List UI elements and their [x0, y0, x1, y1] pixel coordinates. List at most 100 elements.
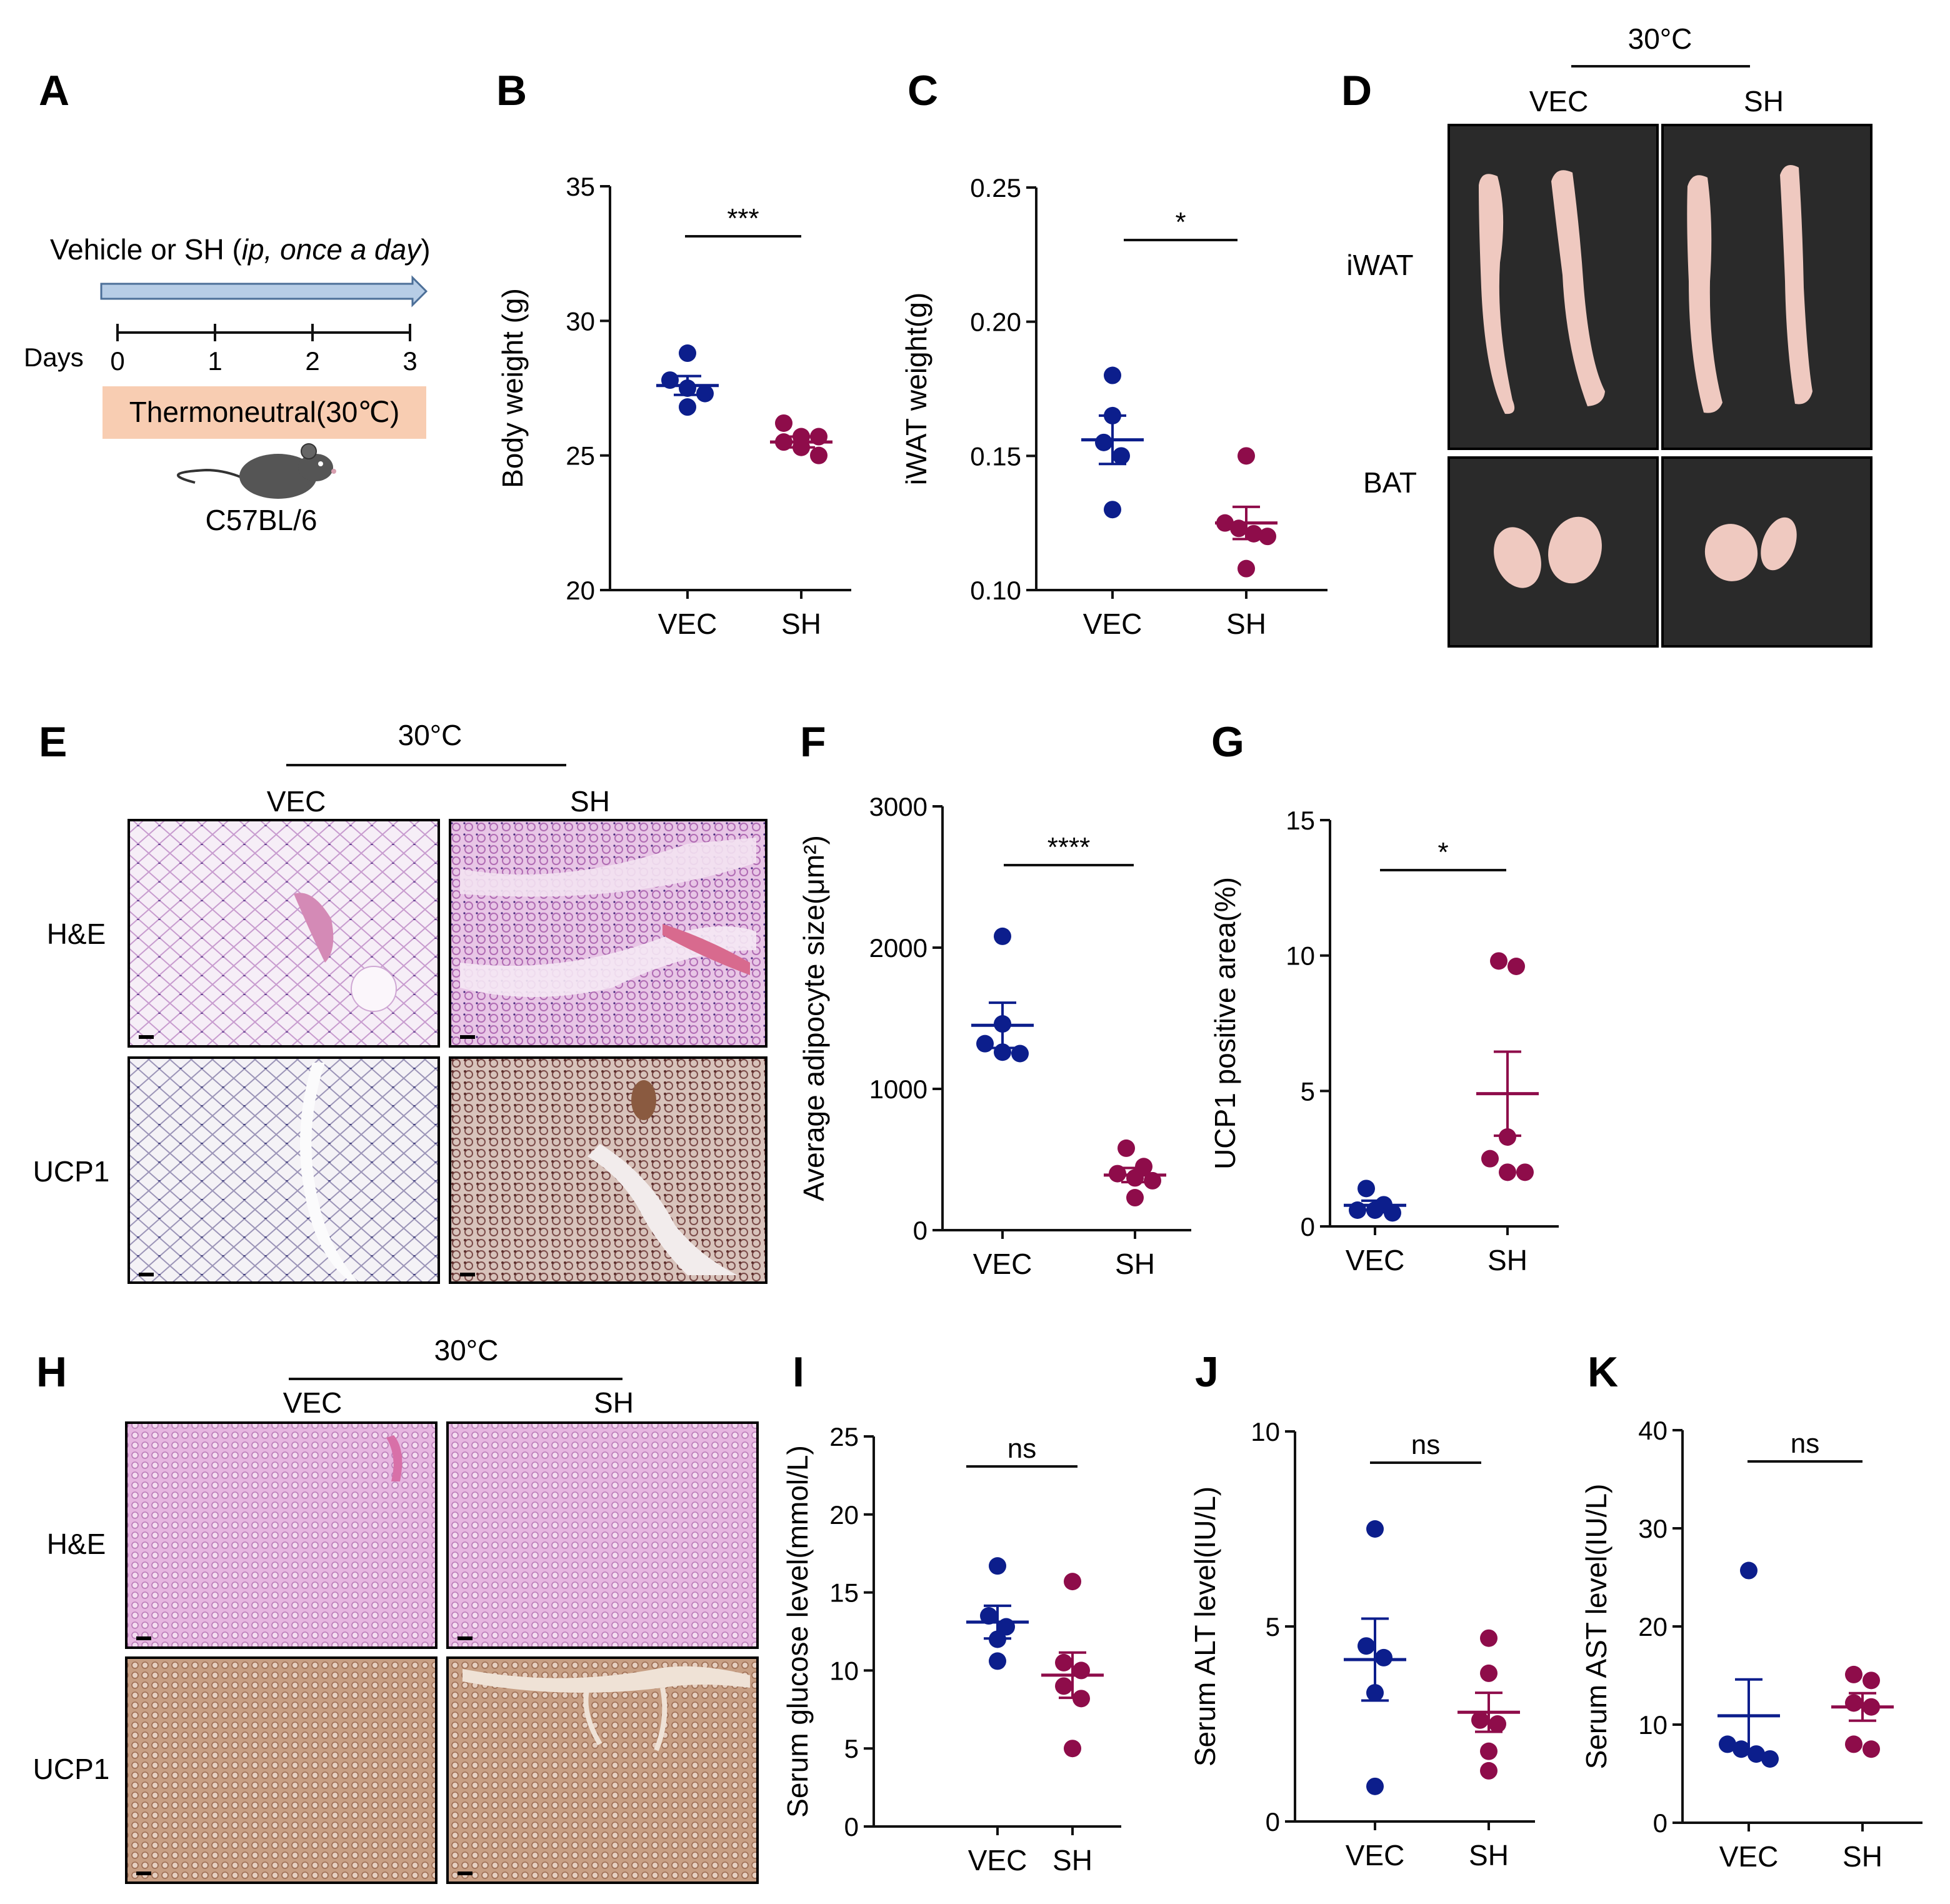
histology-he-sh — [446, 1421, 759, 1649]
x-tick-label-vec: VEC — [1719, 1840, 1779, 1873]
data-point-vec — [1011, 1045, 1029, 1063]
y-axis-label: Average adipocyte size(μm²) — [798, 835, 830, 1201]
y-tick-label: 20 — [1638, 1612, 1668, 1641]
y-axis-label: Serum glucose level(mmol/L) — [781, 1445, 814, 1818]
data-point-vec — [1384, 1204, 1401, 1222]
y-axis-label: iWAT weight(g) — [900, 293, 932, 485]
treatment-label: Vehicle or SH (ip, once a day) — [50, 233, 431, 266]
photo-bat-vec — [1448, 456, 1659, 648]
y-tick-label: 3000 — [869, 792, 928, 821]
column-label-vec: VEC — [1529, 85, 1589, 118]
panel-d: D 30°C VEC SH iWAT BAT — [1341, 23, 1872, 648]
panel-letter-j: J — [1195, 1348, 1219, 1396]
y-tick-label: 15 — [829, 1578, 859, 1608]
data-point-sh — [1499, 1128, 1516, 1146]
data-point-sh — [1480, 1629, 1498, 1647]
days-label: Days — [24, 343, 84, 372]
data-point-sh — [1480, 1742, 1498, 1760]
data-point-sh — [1489, 1715, 1506, 1733]
y-axis-label: UCP1 positive area(%) — [1209, 877, 1241, 1170]
histology-ucp1-sh — [446, 1656, 759, 1884]
day-tick: 1 — [208, 346, 222, 376]
significance-label: ns — [1791, 1428, 1819, 1459]
chart-b-body-weight: B 20 25 30 35 VEC SH Body weight (g) *** — [496, 67, 851, 640]
data-point-vec — [696, 384, 714, 403]
significance-label: **** — [1048, 832, 1091, 863]
x-tick-label-vec: VEC — [1346, 1244, 1405, 1276]
data-point-vec — [989, 1652, 1006, 1670]
data-point-vec — [1761, 1750, 1779, 1768]
row-label-ucp1: UCP1 — [33, 1753, 110, 1785]
significance-label: ns — [1008, 1433, 1036, 1464]
data-point-sh — [1055, 1677, 1072, 1695]
temperature-label: 30°C — [398, 719, 462, 751]
panel-letter-h: H — [36, 1348, 67, 1396]
treatment-arrow — [100, 275, 428, 308]
data-point-vec — [1732, 1740, 1750, 1758]
x-tick-label-vec: VEC — [973, 1248, 1032, 1280]
y-tick-label: 0.20 — [970, 308, 1021, 337]
row-label-he: H&E — [47, 918, 106, 950]
data-point-sh — [1845, 1735, 1862, 1753]
data-point-vec — [1358, 1637, 1375, 1655]
data-point-vec — [1366, 1520, 1384, 1538]
data-point-sh — [1862, 1671, 1880, 1690]
histology-ucp1-vec — [128, 1056, 440, 1284]
histology-he-vec — [125, 1421, 438, 1649]
data-point-vec — [1112, 447, 1130, 465]
histology-he-vec — [128, 819, 440, 1048]
data-point-vec — [679, 398, 696, 416]
panel-letter-b: B — [496, 67, 527, 114]
y-tick-label: 10 — [829, 1656, 859, 1685]
y-tick-label: 10 — [1638, 1710, 1668, 1740]
data-point-sh — [1259, 528, 1276, 546]
data-point-vec — [1358, 1180, 1375, 1198]
data-point-vec — [679, 344, 696, 363]
panel-a: A Vehicle or SH (ip, once a day) Days 0 … — [24, 67, 431, 536]
temperature-label: 30°C — [434, 1334, 499, 1366]
row-label-bat: BAT — [1363, 466, 1417, 499]
x-tick-label-vec: VEC — [1346, 1839, 1405, 1871]
data-point-vec — [1104, 501, 1121, 519]
data-point-sh — [1126, 1189, 1144, 1207]
histology-ucp1-sh — [449, 1056, 768, 1284]
y-tick-label: 30 — [1638, 1514, 1668, 1543]
y-tick-label: 5 — [844, 1734, 859, 1763]
data-point-vec — [1719, 1735, 1736, 1753]
data-point-sh — [1508, 958, 1525, 975]
chart-i-serum-glucose: I 0 5 10 15 20 25 VEC SH Serum glucose level(mmol… — [781, 1348, 1121, 1876]
x-tick-label-vec: VEC — [1083, 608, 1142, 640]
day-tick: 2 — [305, 346, 319, 376]
data-point-vec — [994, 927, 1011, 945]
significance-label: *** — [727, 203, 759, 234]
data-point-vec — [1740, 1561, 1758, 1580]
panel-letter-d: D — [1341, 67, 1372, 114]
histology-ucp1-vec — [125, 1656, 438, 1884]
temperature-label: 30°C — [1628, 23, 1692, 55]
y-tick-label: 35 — [566, 172, 595, 201]
data-point-sh — [1471, 1711, 1489, 1729]
day-tick: 3 — [402, 346, 417, 376]
significance-label: * — [1438, 837, 1448, 868]
data-point-vec — [989, 1557, 1006, 1575]
data-point-sh — [775, 414, 792, 432]
row-label-ucp1: UCP1 — [33, 1155, 110, 1188]
y-tick-label: 20 — [566, 576, 595, 605]
y-tick-label: 0 — [1653, 1808, 1668, 1838]
x-tick-label-vec: VEC — [658, 608, 718, 640]
panel-letter-g: G — [1211, 718, 1244, 766]
y-tick-label: 10 — [1286, 941, 1315, 971]
x-tick-label-sh: SH — [1052, 1844, 1092, 1876]
data-point-sh — [1845, 1665, 1862, 1683]
x-tick-label-sh: SH — [1226, 608, 1266, 640]
data-point-vec — [1104, 366, 1121, 384]
photo-iwat-vec — [1448, 124, 1659, 450]
thermoneutral-label: Thermoneutral(30℃) — [129, 396, 400, 428]
column-label-sh: SH — [1744, 85, 1784, 118]
x-tick-label-sh: SH — [1488, 1244, 1528, 1276]
panel-letter-c: C — [908, 67, 938, 114]
thermoneutral-box — [102, 386, 426, 439]
y-tick-label: 25 — [566, 441, 595, 471]
y-tick-label: 10 — [1251, 1417, 1280, 1446]
x-tick-label-sh: SH — [781, 608, 821, 640]
